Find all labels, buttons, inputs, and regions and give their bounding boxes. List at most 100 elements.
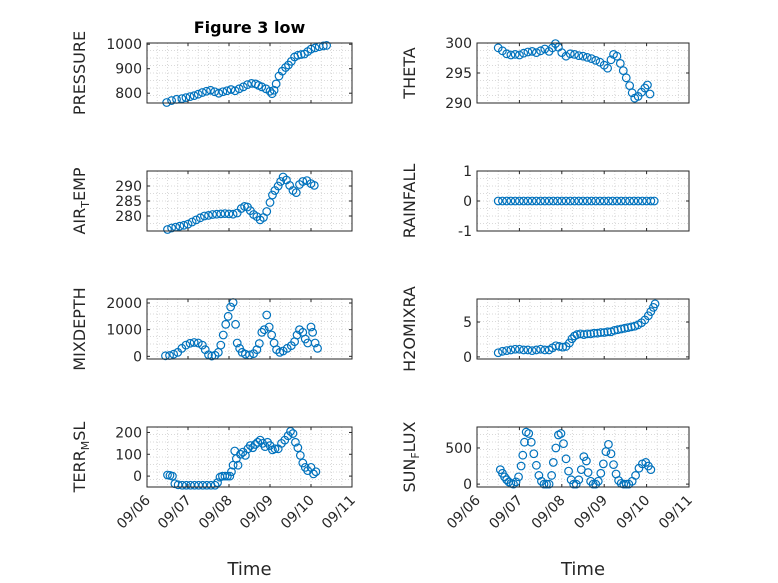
subplot-rainfall: -1 0 1 RAINFALL: [400, 164, 690, 240]
data-point: [650, 299, 660, 309]
data-point: [518, 450, 528, 460]
data-point: [587, 54, 596, 63]
data-point: [269, 85, 279, 95]
data-point: [514, 472, 523, 482]
data-point: [204, 210, 213, 220]
data-point: [625, 196, 635, 206]
data-point: [551, 443, 561, 453]
x-tick-label: 09/09: [237, 493, 277, 533]
data-point: [225, 471, 235, 481]
data-point: [310, 43, 320, 53]
data-point: [551, 341, 561, 351]
data-point: [586, 329, 596, 339]
data-point: [493, 348, 503, 358]
data-point: [537, 476, 546, 486]
data-point: [571, 479, 581, 489]
data-point: [556, 429, 566, 438]
data-point: [558, 342, 568, 352]
data-point: [254, 339, 264, 348]
data-point: [609, 460, 618, 469]
data-point: [257, 327, 267, 337]
data-point: [265, 86, 275, 96]
data-point: [621, 73, 631, 83]
axes-box: [476, 426, 690, 488]
data-point: [559, 439, 568, 449]
x-tick-label: 09/08: [196, 493, 236, 533]
data-point: [548, 196, 558, 206]
data-point: [589, 328, 599, 338]
data-point: [596, 328, 606, 337]
y-tick-label: 300: [445, 36, 472, 52]
data-point: [536, 196, 545, 206]
data-point: [193, 338, 203, 348]
data-point: [167, 223, 177, 233]
data-point: [582, 329, 592, 339]
data-point: [531, 460, 541, 470]
data-point: [510, 50, 520, 59]
data-point: [574, 196, 584, 206]
data-point: [606, 449, 616, 459]
data-point: [554, 342, 564, 351]
data-point: [267, 330, 277, 340]
data-point: [616, 196, 626, 206]
y-tick-label: -1: [458, 224, 472, 240]
y-tick-label: 0: [133, 469, 142, 485]
axes-box: [146, 42, 353, 104]
data-point: [603, 63, 612, 73]
data-point: [523, 196, 533, 206]
y-axis-label: RAINFALL: [400, 164, 419, 239]
data-point: [173, 480, 183, 490]
data-point: [193, 89, 203, 99]
data-point: [311, 467, 321, 477]
data-point: [519, 196, 529, 206]
y-tick-label: 900: [115, 62, 142, 78]
data-point: [565, 49, 575, 59]
data-point: [536, 344, 545, 354]
data-point: [309, 180, 319, 190]
data-point: [163, 225, 172, 234]
data-point: [519, 345, 529, 355]
x-axis-label: Time: [560, 559, 605, 580]
data-point: [243, 80, 252, 90]
data-point: [619, 479, 629, 489]
data-point: [570, 50, 579, 59]
data-point: [271, 79, 281, 89]
data-point: [223, 311, 233, 321]
data-point: [583, 468, 593, 477]
x-tick-label: 09/07: [486, 493, 526, 533]
y-tick-label: 1: [463, 164, 472, 180]
data-point: [498, 196, 507, 206]
data-point: [493, 196, 503, 206]
data-point: [569, 479, 579, 489]
axes-box: [476, 298, 690, 360]
data-point: [578, 51, 588, 61]
data-point: [288, 429, 298, 438]
data-point: [523, 47, 533, 57]
data-point: [226, 302, 236, 312]
data-point: [509, 479, 518, 489]
subplot-pressure: 800 900 1000 PRESSURE Figure 3 low: [70, 18, 353, 115]
data-point: [187, 217, 197, 227]
data-point: [228, 209, 238, 219]
data-point: [587, 196, 596, 206]
data-point: [210, 87, 220, 97]
subplot-terr-msl: 09/06 09/07 09/08 09/09 09/10 09/11 0 100 200 TER…: [70, 422, 359, 580]
data-point: [502, 49, 512, 59]
data-point: [645, 89, 655, 99]
data-point: [291, 437, 300, 447]
data-point: [599, 196, 609, 206]
data-point: [515, 344, 524, 354]
data-point: [293, 50, 303, 60]
data-point: [599, 328, 609, 337]
data-point: [524, 429, 534, 438]
x-tick-label: 09/11: [319, 493, 359, 533]
data-point: [631, 471, 640, 480]
data-point: [198, 480, 208, 490]
y-tick-label: 800: [115, 86, 142, 102]
data-point: [253, 437, 263, 447]
data-point: [544, 479, 554, 489]
data-point: [161, 351, 170, 361]
data-point: [502, 346, 512, 356]
data-point: [646, 196, 656, 206]
